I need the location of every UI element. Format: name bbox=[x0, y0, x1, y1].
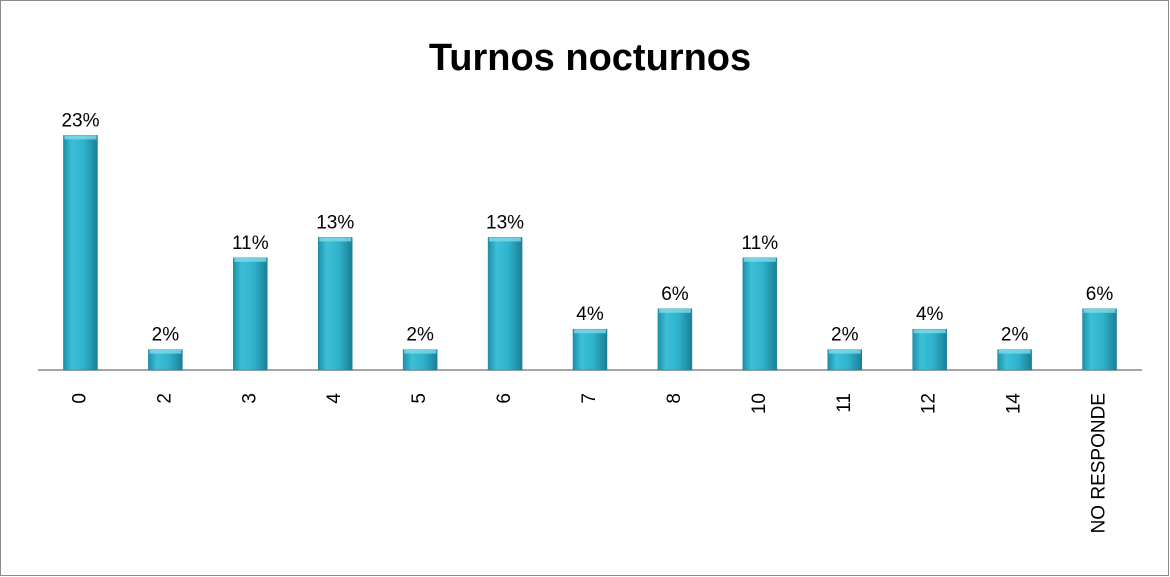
bar bbox=[742, 257, 778, 371]
value-label: 13% bbox=[316, 212, 354, 233]
bar bbox=[317, 237, 353, 371]
bar-cap bbox=[658, 308, 691, 313]
x-tick-label: 5 bbox=[409, 393, 430, 404]
bar-cap bbox=[64, 135, 97, 140]
value-label: 6% bbox=[661, 284, 689, 305]
x-tick-label: 7 bbox=[579, 393, 600, 404]
bar bbox=[233, 257, 268, 371]
x-tick-label: NO RESPONDE bbox=[1089, 393, 1110, 533]
bar bbox=[487, 237, 523, 371]
x-tick-label: 12 bbox=[919, 393, 940, 414]
value-label: 6% bbox=[1086, 284, 1114, 305]
value-label: 23% bbox=[61, 110, 99, 131]
value-label: 13% bbox=[486, 212, 524, 233]
chart-title: Turnos nocturnos bbox=[429, 37, 751, 79]
bar bbox=[657, 308, 693, 371]
x-tick-label: 0 bbox=[69, 393, 90, 404]
bar-cap bbox=[1083, 308, 1116, 313]
value-label: 4% bbox=[916, 304, 944, 325]
bar-cap bbox=[913, 329, 946, 334]
value-label: 2% bbox=[831, 325, 859, 346]
x-tick-label: 6 bbox=[494, 393, 515, 404]
x-tick-label: 2 bbox=[154, 393, 175, 404]
value-label: 11% bbox=[742, 233, 779, 254]
bar bbox=[572, 328, 608, 371]
x-tick-label: 14 bbox=[1004, 393, 1025, 415]
value-label: 2% bbox=[152, 325, 180, 346]
bar-cap bbox=[828, 349, 861, 354]
bar bbox=[63, 135, 98, 371]
value-label: 4% bbox=[576, 304, 604, 325]
value-label: 11% bbox=[232, 233, 269, 254]
bar-cap bbox=[743, 257, 776, 262]
bar-cap bbox=[404, 349, 437, 354]
value-label: 2% bbox=[1001, 325, 1029, 346]
x-tick-label: 10 bbox=[749, 393, 770, 414]
x-tick-label: 8 bbox=[664, 393, 685, 404]
x-tick-label: 11 bbox=[834, 393, 855, 413]
bar-cap bbox=[319, 237, 352, 242]
bar-cap bbox=[574, 329, 606, 334]
bar-cap bbox=[234, 257, 267, 262]
bar bbox=[1082, 308, 1117, 371]
x-tick-label: 4 bbox=[324, 393, 345, 404]
bar-cap bbox=[149, 349, 182, 354]
value-label: 2% bbox=[406, 325, 434, 346]
x-tick-label: 3 bbox=[239, 393, 260, 404]
bar-cap bbox=[998, 349, 1031, 354]
bar-cap bbox=[489, 237, 522, 242]
bar bbox=[912, 328, 947, 371]
